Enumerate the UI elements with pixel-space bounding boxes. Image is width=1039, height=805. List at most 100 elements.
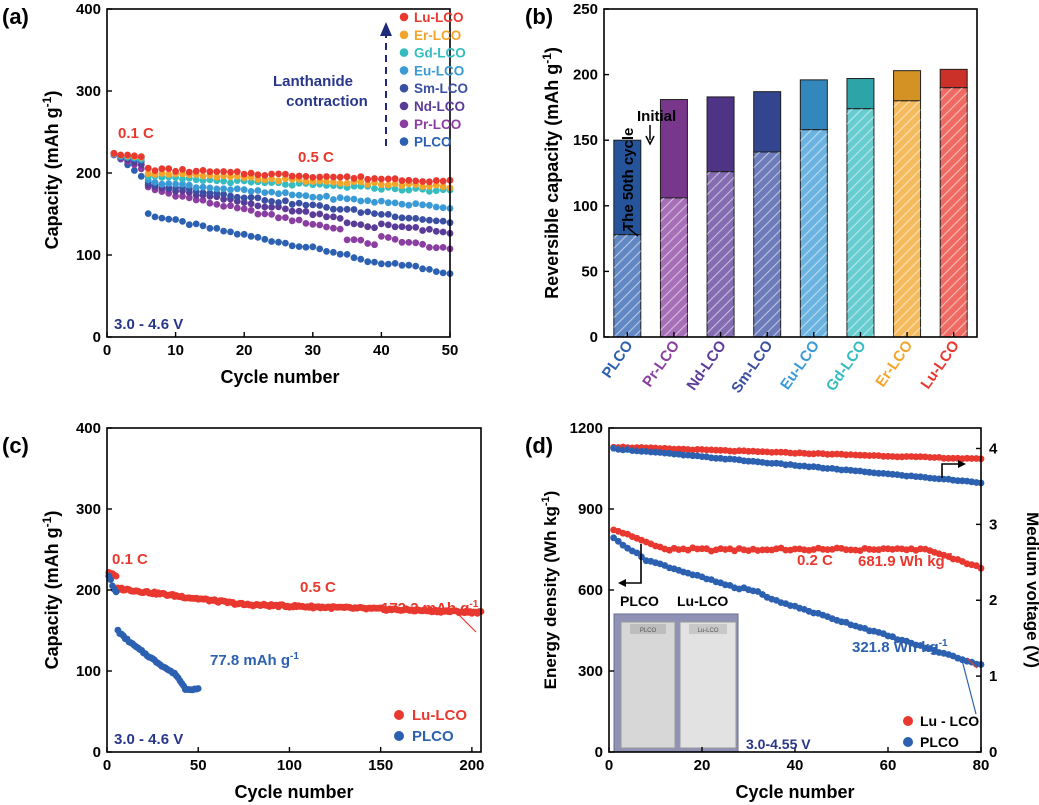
panel-a-point-sm-lco: [247, 194, 255, 201]
panel-a-point-lu-lco: [213, 168, 221, 176]
panel-b-ytick-label: 200: [573, 67, 598, 84]
panel-a-point-lu-lco: [227, 168, 234, 176]
panel-a-point-nd-lco: [426, 225, 433, 233]
photo-pouch-plco: [620, 621, 676, 749]
panel-a-point-eu-lco: [192, 184, 200, 192]
panel-a-point-plco: [302, 243, 310, 251]
panel-a-point-eu-lco: [233, 185, 241, 193]
panel-b-ytick-label: 150: [573, 132, 598, 149]
panel-a-point-eu-lco: [336, 194, 344, 202]
panel-d-voltage-point-lu-lco: [856, 451, 864, 459]
panel-d-lu-final: 681.9 Wh kg-1: [858, 552, 954, 570]
panel-a-point-lu-lco: [439, 177, 447, 185]
panel-a-point-lu-lco: [158, 165, 166, 173]
panel-a-point-pr-lco: [439, 244, 447, 251]
panel-a-point-lu-lco: [343, 173, 351, 181]
panel-b-category-er-lco: Er-LCO: [872, 337, 916, 390]
panel-a-point-pr-lco: [199, 196, 207, 204]
panel-a-point-lu-lco: [378, 175, 385, 183]
panel-a-point-gd-lco: [371, 185, 378, 192]
panel-a-point-lu-lco: [309, 174, 317, 181]
panel-d-energy-point-plco: [614, 537, 622, 545]
panel-c-data-points: [105, 569, 485, 694]
panel-d-voltage-point-lu-lco: [703, 446, 710, 454]
panel-a-point-lu-lco: [323, 173, 330, 180]
panel-a-point-lu-lco: [391, 175, 399, 183]
panel-c-axes: 0 50 100 150 200 0 100 200 300 400: [76, 420, 484, 774]
panel-a-point-lu-lco: [295, 172, 303, 180]
panel-a-point-er-lco: [439, 183, 447, 191]
panel-a-point-lu-lco: [179, 166, 186, 173]
panel-a-point-eu-lco: [391, 199, 399, 207]
panel-a-point-plco: [295, 243, 303, 251]
bar-50th-hatch-er-lco: [893, 100, 921, 337]
panel-a-point-lu-lco: [117, 151, 125, 159]
panel-d-voltage-point-plco: [638, 448, 645, 455]
panel-b-category-sm-lco: Sm-LCO: [728, 337, 777, 396]
legend-label-pr-lco: Pr-LCO: [414, 117, 461, 132]
panel-a-point-eu-lco: [261, 189, 269, 197]
bar-initial-er-lco: [893, 70, 922, 102]
panel-a-point-eu-lco: [357, 197, 365, 205]
panel-d-xlabel: Cycle number: [735, 782, 854, 802]
panel-d-energy-point-lu-lco: [870, 546, 878, 553]
panel-a-point-lu-lco: [330, 173, 337, 181]
panel-a-point-nd-lco: [405, 224, 413, 232]
panel-a-xtick-label: 20: [236, 342, 253, 359]
panel-a-point-pr-lco: [316, 221, 324, 229]
bar-initial-shade-gd-lco: [846, 78, 874, 109]
bar-initial-shade-er-lco: [893, 70, 921, 101]
legend-marker-d-1: [903, 737, 913, 747]
panel-d-xtick-label: 60: [880, 757, 897, 774]
panel-a-xtick-label: 40: [373, 342, 390, 359]
panel-a-point-pr-lco: [330, 224, 337, 232]
panel-a-point-nd-lco: [378, 220, 385, 228]
panel-c-ylabel: Capacity (mAh g-1): [40, 511, 62, 670]
panel-a-point-sm-lco: [432, 217, 440, 225]
panel-b-initial-arrowhead: [645, 135, 655, 146]
panel-a-point-pr-lco: [419, 240, 426, 248]
panel-a-point-pr-lco: [323, 223, 330, 231]
panel-a-point-lu-lco: [151, 167, 159, 175]
panel-a-point-pr-lco: [357, 236, 365, 244]
legend-marker-eu-lco: [399, 66, 409, 75]
panel-a-point-eu-lco: [323, 192, 330, 200]
panel-c-lu-pointer: [459, 615, 477, 633]
photo-pouch-plco-label: PLCO: [640, 628, 657, 634]
panel-a-point-eu-lco: [288, 191, 296, 199]
panel-a-point-pr-lco: [247, 207, 255, 214]
legend-marker-pr-lco: [399, 119, 409, 129]
panel-a-point-plco: [398, 261, 406, 269]
panel-a-point-sm-lco: [295, 199, 303, 207]
panel-b-frame: [603, 8, 978, 338]
panel-b-ytick-label: 0: [590, 329, 598, 346]
panel-label-b: (b): [525, 4, 553, 29]
panel-a-point-pr-lco: [398, 238, 406, 246]
panel-a-point-lu-lco: [282, 170, 289, 178]
panel-d-legend: Lu - LCO PLCO: [903, 713, 979, 750]
legend-marker-plco: [399, 137, 409, 146]
bar-50th-hatch-lu-lco: [940, 87, 968, 337]
legend-label-eu-lco: Eu-LCO: [414, 63, 464, 78]
panel-a-point-nd-lco: [330, 213, 337, 221]
panel-c-xtick-label: 50: [190, 757, 207, 774]
panel-a-point-plco: [350, 254, 358, 262]
panel-b-category-pr-lco: Pr-LCO: [639, 337, 683, 390]
panel-a-point-nd-lco: [295, 207, 303, 215]
panel-a-point-pr-lco: [295, 216, 303, 224]
panel-d-chart: PLCO Lu-LCO PLCO Lu-LCO 0 20 40 60 800300600…: [540, 420, 1039, 802]
photo-pouch-lu-label: Lu-LCO: [697, 628, 718, 634]
panel-a-point-nd-lco: [432, 227, 440, 235]
bar-50th-hatch-eu-lco: [800, 129, 828, 337]
panel-a-point-er-lco: [391, 180, 399, 188]
bar-50th-hatch-plco: [613, 234, 641, 337]
panel-a-point-sm-lco: [206, 189, 214, 197]
panel-a-point-er-lco: [364, 181, 372, 188]
legend-marker-lu-lco: [394, 710, 404, 720]
panel-c-legend: Lu-LCO PLCO: [394, 707, 467, 745]
panel-a-point-sm-lco: [227, 192, 234, 200]
bar-initial-shade-nd-lco: [707, 96, 735, 172]
panel-d-voltage-point-lu-lco: [949, 454, 957, 462]
panel-a-point-lu-lco: [426, 178, 433, 186]
panel-a-point-eu-lco: [412, 200, 420, 208]
